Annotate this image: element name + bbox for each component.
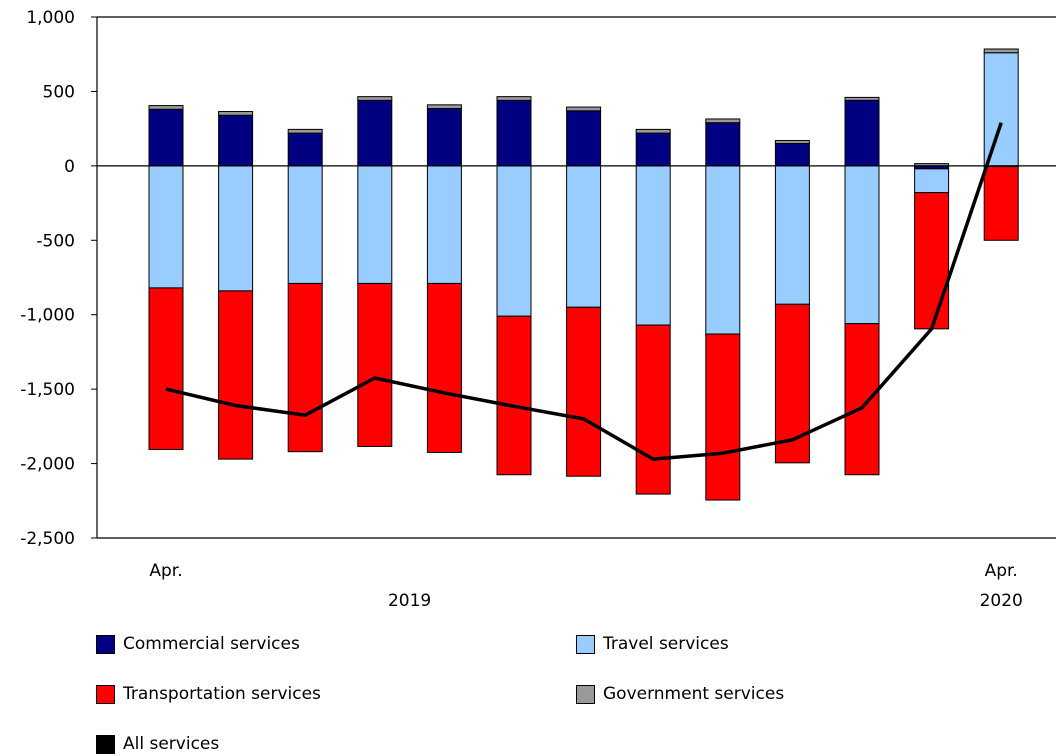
- y-tick-label: -1,000: [20, 306, 75, 326]
- bar-commercial-services: [774, 143, 810, 167]
- legend: Commercial services Travel services Tran…: [96, 630, 1056, 756]
- legend-swatch-government-services: [576, 684, 595, 704]
- bar-travel-services: [426, 165, 462, 284]
- bar-travel-services: [705, 165, 741, 335]
- bar-commercial-services: [148, 108, 184, 167]
- bar-transportation-services: [426, 282, 462, 453]
- x-tick-label-month: Apr.: [985, 561, 1018, 581]
- y-tick-label: 0: [64, 157, 75, 177]
- legend-item-government-services: Government services: [576, 684, 784, 704]
- legend-item-all-services: All services: [96, 734, 219, 754]
- y-tick-label: 500: [43, 82, 75, 102]
- legend-label-government-services: Government services: [603, 684, 785, 704]
- bar-commercial-services: [844, 99, 880, 167]
- y-tick-label: -2,500: [20, 529, 75, 549]
- bar-travel-services: [566, 165, 602, 308]
- legend-label-all-services: All services: [123, 734, 220, 754]
- legend-label-transportation-services: Transportation services: [123, 684, 321, 704]
- bar-government-services: [844, 96, 880, 101]
- bar-government-services: [635, 128, 671, 134]
- bar-transportation-services: [287, 282, 323, 453]
- bar-government-services: [983, 48, 1019, 54]
- bar-government-services: [566, 106, 602, 112]
- legend-item-commercial-services: Commercial services: [96, 634, 300, 654]
- bar-travel-services: [148, 165, 184, 289]
- bar-transportation-services: [357, 282, 393, 447]
- legend-swatch-travel-services: [576, 634, 595, 654]
- legend-item-travel-services: Travel services: [576, 634, 729, 654]
- bar-travel-services: [983, 52, 1019, 167]
- bar-government-services: [705, 118, 741, 124]
- bar-transportation-services: [148, 287, 184, 450]
- x-tick-label-year: 2020: [980, 591, 1023, 611]
- bar-travel-services: [635, 165, 671, 326]
- bar-travel-services: [844, 165, 880, 325]
- bar-government-services: [148, 105, 184, 110]
- y-tick-label: -2,000: [20, 455, 75, 475]
- legend-swatch-transportation-services: [96, 684, 115, 704]
- legend-item-transportation-services: Transportation services: [96, 684, 321, 704]
- bar-government-services: [774, 140, 810, 145]
- bar-travel-services: [914, 168, 950, 194]
- bar-commercial-services: [426, 108, 462, 167]
- bar-government-services: [287, 128, 323, 134]
- bar-government-services: [496, 96, 532, 101]
- bar-travel-services: [496, 165, 532, 317]
- bar-transportation-services: [566, 306, 602, 477]
- x-tick-label-month: Apr.: [149, 561, 182, 581]
- bar-transportation-services: [705, 333, 741, 501]
- bar-travel-services: [287, 165, 323, 284]
- bar-transportation-services: [983, 166, 1019, 241]
- bar-transportation-services: [914, 192, 950, 330]
- bar-commercial-services: [705, 122, 741, 167]
- y-tick-label: -1,500: [20, 380, 75, 400]
- bar-commercial-services: [357, 99, 393, 167]
- bar-travel-services: [774, 165, 810, 305]
- bar-commercial-services: [635, 132, 671, 167]
- bar-travel-services: [218, 165, 254, 292]
- bar-travel-services: [357, 165, 393, 284]
- bar-commercial-services: [566, 110, 602, 167]
- bar-transportation-services: [844, 323, 880, 476]
- legend-label-travel-services: Travel services: [603, 634, 729, 654]
- y-tick-label: 1,000: [26, 8, 75, 28]
- bar-government-services: [426, 104, 462, 110]
- bar-government-services: [357, 96, 393, 101]
- bar-commercial-services: [218, 114, 254, 167]
- bar-government-services: [218, 111, 254, 116]
- legend-label-commercial-services: Commercial services: [123, 634, 300, 654]
- legend-swatch-commercial-services: [96, 634, 115, 654]
- y-tick-label: -500: [36, 231, 75, 251]
- bar-commercial-services: [496, 99, 532, 167]
- legend-swatch-all-services: [96, 734, 115, 754]
- x-tick-label-year: 2019: [388, 591, 431, 611]
- bar-transportation-services: [496, 315, 532, 476]
- bar-transportation-services: [635, 324, 671, 495]
- bar-commercial-services: [287, 132, 323, 167]
- bar-transportation-services: [218, 290, 254, 460]
